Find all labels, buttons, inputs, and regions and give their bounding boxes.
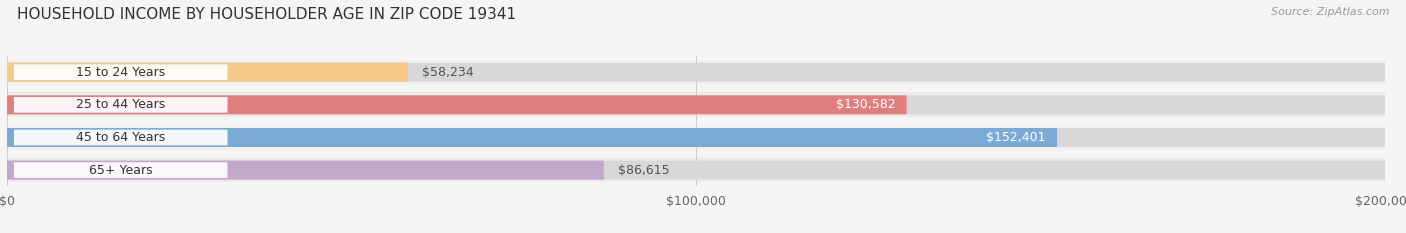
FancyBboxPatch shape	[7, 93, 1385, 117]
FancyBboxPatch shape	[7, 63, 1385, 82]
Text: $130,582: $130,582	[837, 98, 896, 111]
FancyBboxPatch shape	[7, 125, 1385, 150]
Text: HOUSEHOLD INCOME BY HOUSEHOLDER AGE IN ZIP CODE 19341: HOUSEHOLD INCOME BY HOUSEHOLDER AGE IN Z…	[17, 7, 516, 22]
FancyBboxPatch shape	[7, 158, 1385, 182]
FancyBboxPatch shape	[7, 60, 1385, 85]
FancyBboxPatch shape	[7, 161, 1385, 180]
FancyBboxPatch shape	[14, 130, 228, 145]
Text: 65+ Years: 65+ Years	[89, 164, 152, 177]
FancyBboxPatch shape	[7, 161, 603, 180]
FancyBboxPatch shape	[7, 95, 1385, 114]
FancyBboxPatch shape	[7, 128, 1057, 147]
FancyBboxPatch shape	[7, 63, 408, 82]
Text: $86,615: $86,615	[617, 164, 669, 177]
FancyBboxPatch shape	[7, 128, 1385, 147]
FancyBboxPatch shape	[14, 64, 228, 80]
Text: Source: ZipAtlas.com: Source: ZipAtlas.com	[1271, 7, 1389, 17]
FancyBboxPatch shape	[14, 162, 228, 178]
Text: $152,401: $152,401	[987, 131, 1046, 144]
FancyBboxPatch shape	[7, 95, 907, 114]
Text: 45 to 64 Years: 45 to 64 Years	[76, 131, 166, 144]
Text: 25 to 44 Years: 25 to 44 Years	[76, 98, 166, 111]
Text: $58,234: $58,234	[422, 66, 474, 79]
FancyBboxPatch shape	[14, 97, 228, 113]
Text: 15 to 24 Years: 15 to 24 Years	[76, 66, 166, 79]
